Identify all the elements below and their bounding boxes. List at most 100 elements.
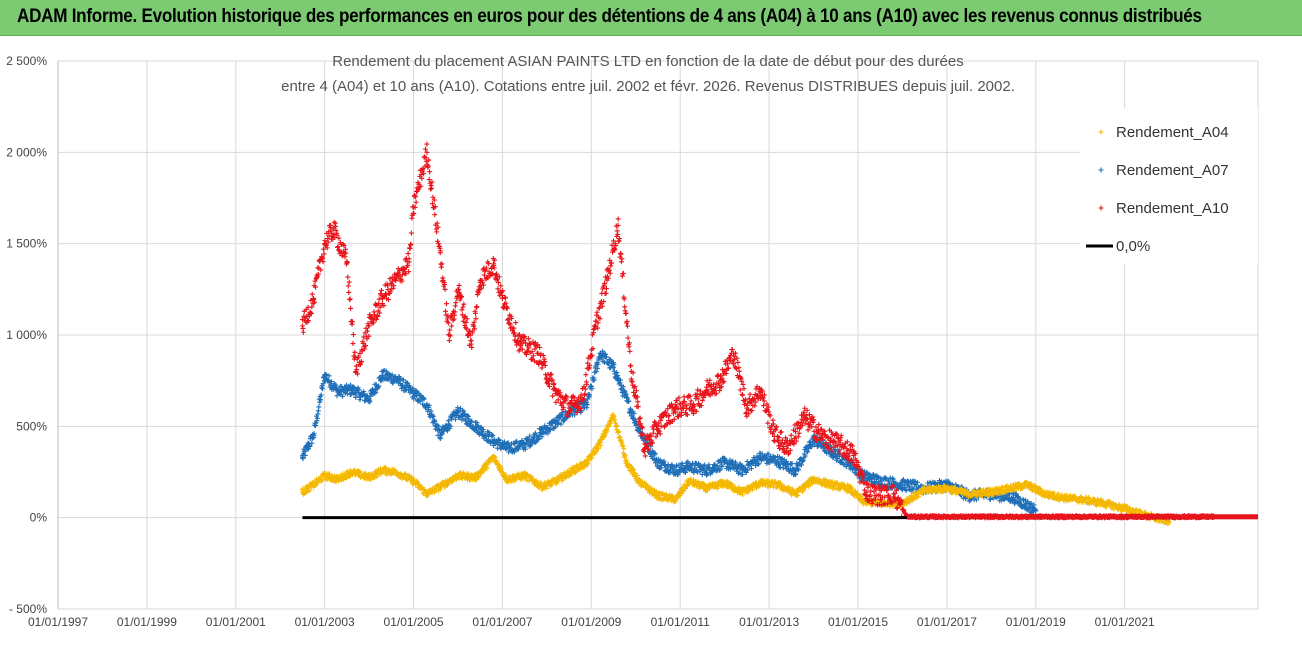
scatter-point bbox=[784, 459, 790, 465]
scatter-point bbox=[704, 472, 710, 478]
scatter-point bbox=[328, 379, 334, 385]
scatter-point bbox=[376, 383, 382, 389]
scatter-point bbox=[469, 418, 475, 424]
scatter-point bbox=[558, 421, 564, 427]
scatter-point bbox=[474, 420, 480, 426]
x-tick-label: 01/01/2001 bbox=[206, 615, 266, 629]
scatter-point bbox=[306, 446, 312, 452]
scatter-point bbox=[318, 397, 324, 403]
scatter-point bbox=[316, 404, 322, 410]
scatter-point bbox=[727, 466, 733, 472]
scatter-point bbox=[350, 384, 356, 390]
scatter-point bbox=[513, 439, 519, 445]
scatter-point bbox=[717, 467, 723, 473]
series-layer bbox=[299, 141, 1258, 527]
scatter-point bbox=[615, 373, 621, 379]
scatter-point bbox=[400, 377, 406, 383]
scatter-point bbox=[344, 391, 350, 397]
header-title: ADAM Informe. Evolution historique des p… bbox=[17, 6, 1202, 27]
scatter-point bbox=[340, 393, 346, 399]
scatter-point bbox=[320, 386, 326, 392]
scatter-point bbox=[621, 388, 627, 394]
x-tick-label: 01/01/2017 bbox=[917, 615, 977, 629]
scatter-point bbox=[455, 405, 461, 411]
header-banner: ADAM Informe. Evolution historique des p… bbox=[0, 0, 1302, 36]
scatter-point bbox=[317, 399, 323, 405]
scatter-point bbox=[593, 369, 599, 375]
scatter-point bbox=[356, 387, 362, 393]
scatter-point bbox=[302, 448, 308, 454]
scatter-point bbox=[719, 464, 725, 470]
performance-chart: - 500%0%500%1 000%1 500%2 000%2 500% 01/… bbox=[0, 36, 1302, 647]
scatter-point bbox=[610, 364, 616, 370]
scatter-point bbox=[611, 362, 617, 368]
scatter-point bbox=[501, 439, 507, 445]
scatter-point bbox=[745, 467, 751, 473]
scatter-point bbox=[417, 398, 423, 404]
scatter-point bbox=[452, 416, 458, 422]
y-tick-label: 500% bbox=[16, 419, 47, 433]
scatter-point bbox=[480, 427, 486, 433]
scatter-point bbox=[300, 456, 306, 462]
scatter-point bbox=[309, 440, 315, 446]
scatter-point bbox=[617, 377, 623, 383]
scatter-point bbox=[795, 466, 801, 472]
scatter-point bbox=[699, 471, 705, 477]
x-tick-label: 01/01/2019 bbox=[1006, 615, 1066, 629]
scatter-point bbox=[464, 421, 470, 427]
x-tick-label: 01/01/1999 bbox=[117, 615, 177, 629]
y-tick-label: 1 500% bbox=[6, 237, 47, 251]
scatter-point bbox=[727, 457, 733, 463]
scatter-point bbox=[307, 443, 313, 449]
scatter-point bbox=[514, 438, 520, 444]
scatter-point bbox=[798, 462, 804, 468]
scatter-point bbox=[796, 467, 802, 473]
scatter-point bbox=[591, 377, 597, 383]
scatter-point bbox=[389, 372, 395, 378]
scatter-point bbox=[320, 381, 326, 387]
scatter-point bbox=[739, 462, 745, 468]
scatter-point bbox=[326, 378, 332, 384]
scatter-point bbox=[793, 471, 799, 477]
scatter-point bbox=[437, 436, 443, 442]
scatter-point bbox=[496, 437, 502, 443]
scatter-point bbox=[661, 458, 667, 464]
scatter-point bbox=[789, 461, 795, 467]
scatter-point bbox=[584, 402, 590, 408]
scatter-point bbox=[552, 424, 558, 430]
scatter-point bbox=[533, 439, 539, 445]
scatter-point bbox=[318, 392, 324, 398]
scatter-point bbox=[709, 469, 715, 475]
scatter-point bbox=[302, 452, 308, 458]
scatter-point bbox=[373, 389, 379, 395]
scatter-point bbox=[459, 417, 465, 423]
y-tick-labels: - 500%0%500%1 000%1 500%2 000%2 500% bbox=[6, 54, 47, 616]
scatter-point bbox=[483, 433, 489, 439]
x-tick-label: 01/01/2015 bbox=[828, 615, 888, 629]
x-tick-label: 01/01/2007 bbox=[472, 615, 532, 629]
y-tick-label: - 500% bbox=[9, 602, 47, 616]
scatter-point bbox=[432, 418, 438, 424]
scatter-point bbox=[603, 354, 609, 360]
x-tick-label: 01/01/2013 bbox=[739, 615, 799, 629]
x-tick-labels: 01/01/1997 01/01/1999 01/01/2001 01/01/2003… bbox=[28, 615, 1155, 629]
scatter-point bbox=[523, 446, 529, 452]
scatter-point bbox=[314, 415, 320, 421]
scatter-point bbox=[421, 396, 427, 402]
scatter-point bbox=[326, 373, 332, 379]
chart-area: - 500% 0% 500% 1 000% 1 500% 2 000% 2 500% 01/… bbox=[0, 36, 1302, 647]
x-tick-label: 01/01/2005 bbox=[384, 615, 444, 629]
scatter-point bbox=[589, 386, 595, 392]
scatter-point bbox=[494, 445, 500, 451]
scatter-point bbox=[559, 412, 565, 418]
scatter-point bbox=[652, 450, 658, 456]
x-tick-label: 01/01/2009 bbox=[561, 615, 621, 629]
scatter-point bbox=[428, 408, 434, 414]
scatter-point bbox=[527, 433, 533, 439]
scatter-point bbox=[740, 472, 746, 478]
scatter-point bbox=[426, 402, 432, 408]
scatter-point bbox=[313, 420, 319, 426]
scatter-point bbox=[772, 454, 778, 460]
scatter-point bbox=[682, 469, 688, 475]
scatter-point bbox=[511, 449, 517, 455]
